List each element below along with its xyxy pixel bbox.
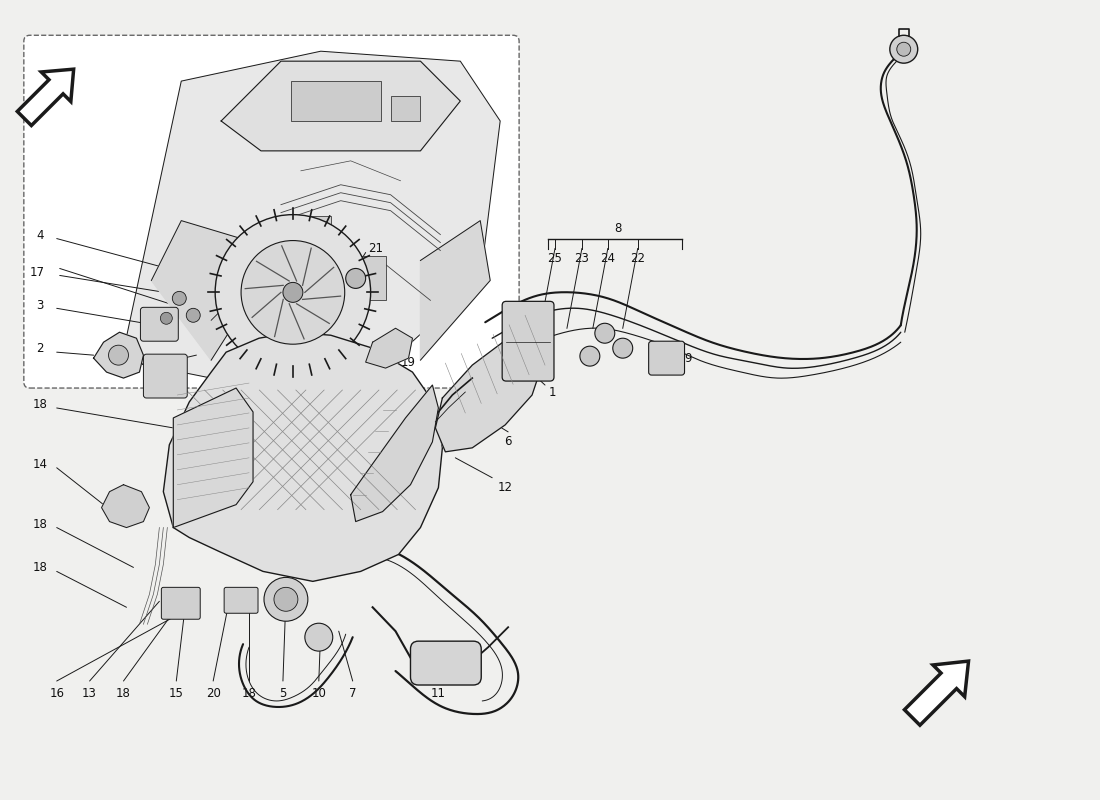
FancyBboxPatch shape xyxy=(162,587,200,619)
Text: 12: 12 xyxy=(497,481,513,494)
Circle shape xyxy=(345,269,365,288)
Text: 17: 17 xyxy=(30,266,44,279)
Polygon shape xyxy=(174,388,253,527)
Text: 11: 11 xyxy=(431,687,446,701)
Circle shape xyxy=(890,35,917,63)
Text: 27: 27 xyxy=(102,358,117,372)
FancyBboxPatch shape xyxy=(503,302,554,381)
FancyBboxPatch shape xyxy=(143,354,187,398)
Text: 8: 8 xyxy=(614,222,622,235)
Text: 18: 18 xyxy=(242,687,256,701)
Circle shape xyxy=(186,308,200,322)
Text: 18: 18 xyxy=(32,398,47,411)
FancyBboxPatch shape xyxy=(224,587,258,614)
Text: 25: 25 xyxy=(548,252,562,265)
Circle shape xyxy=(241,241,344,344)
Circle shape xyxy=(613,338,632,358)
Text: 10: 10 xyxy=(311,687,327,701)
Text: 24: 24 xyxy=(601,252,615,265)
Polygon shape xyxy=(121,51,501,380)
Circle shape xyxy=(173,291,186,306)
Text: 6: 6 xyxy=(505,435,512,448)
Circle shape xyxy=(595,323,615,343)
Polygon shape xyxy=(436,338,542,452)
Circle shape xyxy=(896,42,911,56)
Text: 14: 14 xyxy=(32,458,47,471)
Text: 18: 18 xyxy=(116,687,131,701)
Polygon shape xyxy=(904,661,968,726)
Text: 21: 21 xyxy=(368,242,383,255)
Bar xyxy=(390,96,420,121)
Circle shape xyxy=(580,346,600,366)
Text: 4: 4 xyxy=(36,229,44,242)
Bar xyxy=(351,255,386,300)
Circle shape xyxy=(305,623,333,651)
Text: 13: 13 xyxy=(82,687,97,701)
Polygon shape xyxy=(152,221,280,360)
Circle shape xyxy=(216,214,371,370)
FancyBboxPatch shape xyxy=(24,35,519,388)
Polygon shape xyxy=(365,328,412,368)
Polygon shape xyxy=(94,332,143,378)
Text: 9: 9 xyxy=(684,352,691,365)
Polygon shape xyxy=(101,485,150,527)
Text: 18: 18 xyxy=(32,561,47,574)
Text: 7: 7 xyxy=(349,687,356,701)
Polygon shape xyxy=(420,221,491,360)
Polygon shape xyxy=(18,69,74,126)
FancyBboxPatch shape xyxy=(649,342,684,375)
Circle shape xyxy=(283,282,302,302)
Text: 5: 5 xyxy=(279,687,287,701)
Text: 19: 19 xyxy=(402,356,416,369)
Text: 20: 20 xyxy=(206,687,221,701)
Polygon shape xyxy=(221,61,460,151)
Circle shape xyxy=(264,578,308,622)
Text: 1: 1 xyxy=(548,386,556,398)
FancyBboxPatch shape xyxy=(410,641,481,685)
Bar xyxy=(301,216,331,250)
Polygon shape xyxy=(163,332,442,582)
Text: 3: 3 xyxy=(36,299,44,312)
Text: 2: 2 xyxy=(36,342,44,354)
Circle shape xyxy=(161,312,173,324)
Text: 22: 22 xyxy=(630,252,646,265)
Circle shape xyxy=(274,587,298,611)
Circle shape xyxy=(109,345,129,365)
Text: 16: 16 xyxy=(50,687,64,701)
Text: 18: 18 xyxy=(32,518,47,531)
Polygon shape xyxy=(351,385,439,522)
Text: 23: 23 xyxy=(574,252,590,265)
Bar xyxy=(290,81,381,121)
FancyBboxPatch shape xyxy=(141,307,178,342)
Text: 15: 15 xyxy=(169,687,184,701)
